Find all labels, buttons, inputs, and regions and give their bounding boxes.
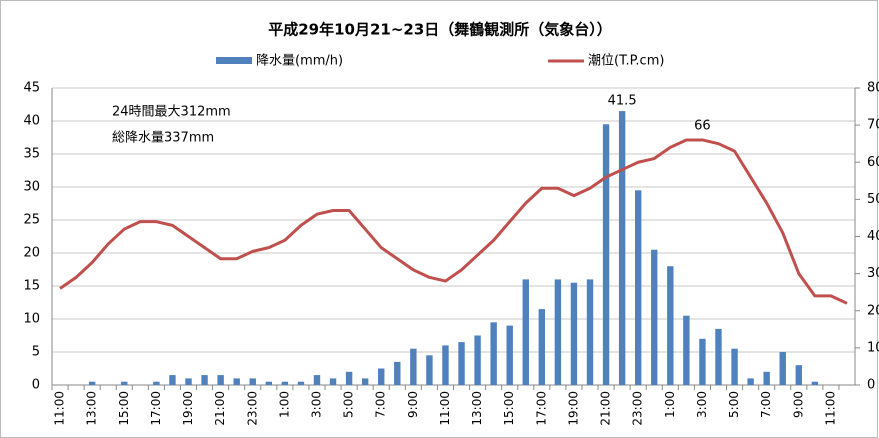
bar — [779, 352, 786, 385]
bar — [185, 378, 192, 385]
x-tick-label: 15:00 — [502, 391, 516, 426]
x-tick-label: 5:00 — [342, 391, 356, 418]
bar — [618, 111, 626, 385]
annotation: 総降水量337mm — [112, 131, 214, 146]
x-tick-label: 3:00 — [695, 391, 709, 418]
bar — [201, 375, 208, 385]
bar — [361, 378, 369, 385]
bar — [297, 381, 305, 385]
bar — [121, 381, 128, 385]
legend-label: 降水量(mm/h) — [256, 54, 343, 69]
bar — [217, 375, 224, 385]
bar — [442, 345, 449, 385]
bar — [538, 309, 546, 385]
bar — [651, 249, 658, 385]
bar — [458, 342, 465, 385]
chart-title: 平成29年10月21~23日（舞鶴観測所（気象台）） — [268, 21, 612, 39]
y-tick-label: 15 — [23, 279, 40, 294]
bar — [313, 375, 321, 385]
bar — [634, 190, 642, 385]
bar — [490, 322, 497, 385]
bar — [715, 328, 722, 385]
y2-tick-label: 70 — [867, 118, 879, 133]
x-tick-label: 21:00 — [599, 391, 613, 426]
x-tick-label: 11:00 — [53, 391, 67, 426]
bar — [281, 381, 289, 385]
bar — [249, 378, 256, 385]
legend-swatch — [216, 57, 252, 64]
y-tick-label: 35 — [23, 147, 40, 162]
bar — [169, 375, 176, 385]
bar — [410, 348, 417, 385]
y-tick-label: 0 — [32, 378, 40, 393]
y-tick-label: 5 — [32, 345, 40, 360]
annotation: 24時間最大312mm — [112, 105, 231, 120]
bar — [602, 124, 610, 386]
x-tick-label: 17:00 — [149, 391, 163, 426]
y-tick-label: 45 — [23, 81, 40, 96]
x-tick-label: 3:00 — [309, 391, 323, 418]
x-tick-label: 23:00 — [245, 391, 259, 426]
y-tick-label: 40 — [23, 114, 40, 129]
y2-tick-label: 80 — [867, 81, 879, 96]
bar — [265, 381, 273, 385]
bar — [554, 279, 562, 385]
bar — [522, 279, 529, 385]
bar — [747, 378, 754, 385]
x-tick-label: 5:00 — [727, 391, 741, 418]
bar — [394, 361, 401, 385]
bar — [153, 381, 160, 385]
line — [59, 138, 848, 305]
bar — [570, 282, 578, 385]
bar — [426, 355, 433, 385]
bar — [329, 378, 337, 385]
bar — [474, 335, 481, 385]
bar — [667, 266, 674, 385]
x-tick-label: 13:00 — [470, 391, 484, 426]
y2-tick-label: 60 — [867, 155, 879, 170]
bar — [506, 325, 513, 385]
bar — [88, 381, 96, 385]
y2-tick-label: 10 — [867, 340, 879, 355]
bar — [378, 368, 385, 385]
legend-label: 潮位(T.P.cm) — [588, 54, 664, 69]
bar — [586, 279, 594, 385]
bar — [763, 371, 770, 385]
data-label: 66 — [694, 118, 711, 133]
x-tick-label: 1:00 — [663, 391, 677, 418]
y-tick-label: 20 — [23, 246, 40, 261]
y2-tick-label: 20 — [867, 303, 879, 318]
bar — [233, 378, 240, 385]
y2-tick-label: 50 — [867, 192, 879, 207]
y-tick-label: 30 — [23, 180, 40, 195]
y-tick-label: 25 — [23, 213, 40, 228]
x-tick-label: 21:00 — [213, 391, 227, 426]
bar — [811, 381, 819, 385]
x-tick-label: 11:00 — [438, 391, 452, 426]
x-tick-label: 9:00 — [406, 391, 420, 418]
x-tick-label: 19:00 — [566, 391, 580, 426]
data-label: 41.5 — [608, 94, 637, 109]
x-tick-label: 23:00 — [631, 391, 645, 426]
x-tick-label: 13:00 — [85, 391, 99, 426]
x-tick-label: 15:00 — [117, 391, 131, 426]
x-tick-label: 9:00 — [791, 391, 805, 418]
x-tick-label: 1:00 — [277, 391, 291, 418]
bar — [683, 315, 690, 385]
bar — [731, 348, 738, 385]
y2-tick-label: 0 — [867, 378, 875, 393]
bar — [699, 338, 706, 385]
x-tick-label: 11:00 — [823, 391, 837, 426]
x-tick-label: 7:00 — [759, 391, 773, 418]
x-tick-label: 7:00 — [374, 391, 388, 418]
y2-tick-label: 40 — [867, 229, 879, 244]
x-tick-label: 17:00 — [534, 391, 548, 426]
y2-tick-label: 30 — [867, 266, 879, 281]
x-tick-label: 19:00 — [181, 391, 195, 426]
bar — [795, 365, 802, 385]
bar — [345, 371, 353, 385]
y-tick-label: 10 — [23, 312, 40, 327]
